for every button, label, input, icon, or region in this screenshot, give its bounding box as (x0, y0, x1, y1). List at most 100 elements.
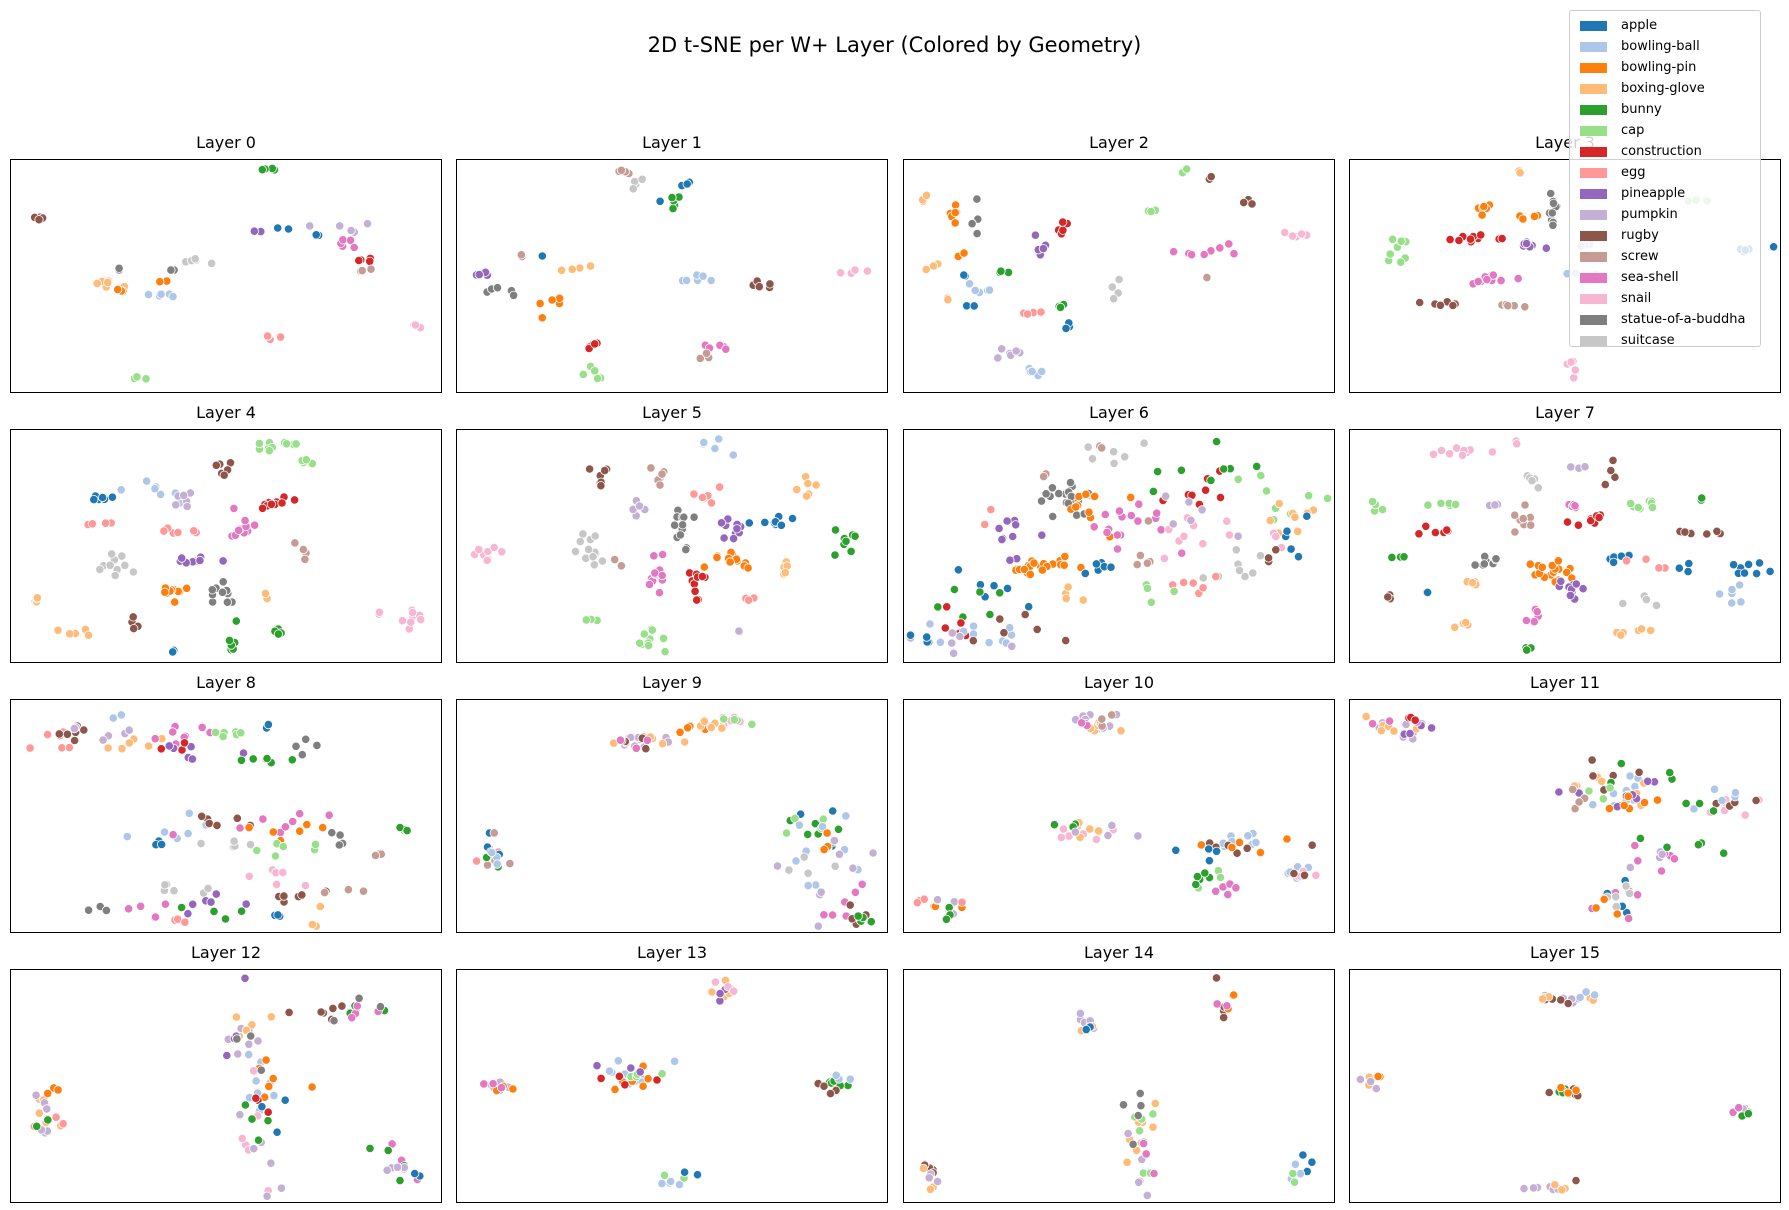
point-cap (659, 1170, 670, 1180)
point-bunny (1219, 464, 1229, 474)
point-boxing-glove (803, 478, 813, 489)
point-snail (1056, 832, 1066, 842)
point-bowling-ball (116, 710, 127, 720)
point-construction (590, 339, 600, 349)
legend-label: pumpkin (1621, 207, 1678, 222)
point-bowling-pin (555, 293, 565, 303)
point-rugby (1219, 1012, 1229, 1023)
point-bunny (1697, 493, 1707, 503)
point-sea-shell (235, 823, 245, 833)
point-boxing-glove (811, 480, 821, 490)
point-cap (301, 455, 311, 465)
point-cap (1215, 872, 1226, 883)
point-boxing-glove (1467, 578, 1478, 588)
point-suitcase (245, 840, 256, 850)
point-construction (365, 256, 375, 266)
point-bowling-pin (1525, 559, 1535, 569)
point-pumpkin (1490, 500, 1500, 510)
point-egg (1188, 578, 1198, 588)
point-bowling-pin (1060, 551, 1070, 562)
point-rugby (219, 470, 229, 480)
point-pineapple (188, 899, 198, 909)
point-bowling-ball (1727, 585, 1737, 595)
point-screw (701, 348, 712, 358)
point-suitcase (1109, 458, 1119, 469)
point-egg (714, 482, 725, 492)
point-bunny (365, 1143, 375, 1153)
point-bowling-ball (1243, 831, 1253, 841)
point-boxing-glove (1122, 1157, 1132, 1167)
point-bowling-pin (683, 723, 693, 733)
point-egg (1621, 556, 1632, 566)
legend-swatch (1580, 293, 1607, 304)
point-boxing-glove (92, 278, 102, 289)
point-bowling-pin (1639, 798, 1650, 808)
point-cap (578, 369, 588, 379)
point-bowling-ball (142, 476, 152, 486)
point-apple (1211, 846, 1222, 856)
point-sea-shell (479, 1079, 489, 1089)
subplot-layer-4 (10, 429, 442, 663)
point-bowling-pin (950, 207, 960, 218)
point-boxing-glove (780, 568, 790, 578)
point-snail (1058, 824, 1069, 834)
point-bunny (1665, 768, 1675, 778)
point-bunny (841, 536, 851, 546)
point-boxing-glove (231, 1012, 241, 1022)
point-boxing-glove (1150, 1098, 1160, 1108)
point-apple (283, 224, 294, 234)
point-apple (953, 565, 964, 575)
subplot-title: Layer 15 (1529, 943, 1601, 962)
point-screw (1143, 516, 1153, 526)
point-cap (1451, 499, 1461, 510)
point-apple (760, 517, 770, 528)
point-construction (1410, 715, 1420, 725)
point-pineapple (218, 556, 228, 566)
scatter-plot (918, 973, 1317, 1200)
point-cap (639, 629, 649, 639)
point-boxing-glove (1361, 712, 1371, 722)
point-suitcase (1231, 545, 1241, 555)
point-suitcase (196, 839, 206, 849)
scatter-plot (472, 712, 878, 931)
point-rugby (1061, 636, 1071, 646)
point-bowling-pin (1025, 569, 1035, 579)
subplot-layer-6 (903, 429, 1335, 663)
subplot-layer-7 (1349, 429, 1781, 663)
point-pumpkin (1371, 1084, 1381, 1094)
point-construction (1445, 235, 1455, 245)
point-bowling-pin (822, 828, 832, 838)
point-suitcase (203, 883, 213, 893)
point-snail (729, 986, 739, 996)
legend-swatch (1580, 167, 1607, 178)
point-bowling-pin (170, 597, 180, 607)
point-boxing-glove (1515, 168, 1525, 178)
point-pumpkin (932, 1177, 943, 1187)
point-bunny (1399, 552, 1409, 562)
point-rugby (765, 279, 775, 289)
point-apple (1002, 583, 1013, 593)
point-egg (25, 743, 35, 753)
subplot-title: Layer 13 (636, 943, 708, 962)
point-construction (258, 503, 268, 513)
point-bowling-ball (184, 808, 194, 818)
point-snail (835, 268, 846, 278)
point-pumpkin (249, 1144, 259, 1154)
point-construction (1421, 521, 1431, 531)
point-cap (310, 839, 321, 849)
legend-swatch (1580, 251, 1607, 262)
point-bowling-pin (1619, 800, 1629, 811)
point-bowling-ball (794, 820, 804, 830)
point-cap (278, 841, 288, 852)
point-screw (646, 463, 656, 473)
point-pineapple (164, 741, 174, 751)
point-construction (1562, 517, 1573, 527)
point-statue-of-a-buddha (1041, 489, 1051, 499)
point-bunny (1693, 840, 1703, 850)
point-bunny (240, 1100, 250, 1110)
point-suitcase (1618, 598, 1628, 609)
point-statue-of-a-buddha (1491, 554, 1501, 564)
point-construction (942, 602, 952, 612)
legend-item-pumpkin: pumpkin (1576, 204, 1754, 225)
point-construction (1573, 520, 1583, 530)
